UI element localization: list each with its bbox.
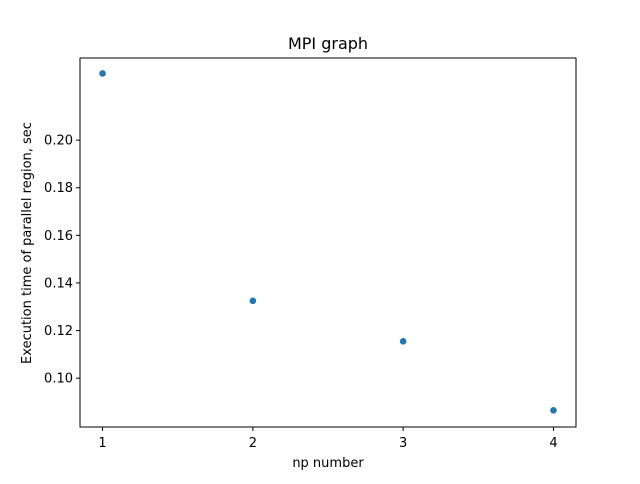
x-tick-label: 1 [98, 436, 106, 451]
y-tick-label: 0.12 [44, 324, 73, 339]
y-tick-label: 0.14 [44, 276, 73, 291]
x-tick-label: 3 [399, 436, 407, 451]
x-axis-ticks: 1 2 3 4 [98, 427, 558, 451]
data-point [99, 70, 106, 77]
y-tick-label: 0.16 [44, 229, 73, 244]
data-point [249, 297, 257, 305]
y-tick-label: 0.18 [44, 181, 73, 196]
data-point [550, 407, 557, 414]
y-axis-label: Execution time of parallel region, sec [20, 122, 35, 364]
data-point [399, 337, 407, 345]
x-axis-label: np number [292, 456, 364, 471]
x-tick-label: 2 [249, 436, 257, 451]
x-tick-label: 4 [549, 436, 557, 451]
plot-frame [79, 57, 577, 428]
y-tick-label: 0.20 [44, 134, 73, 149]
y-tick-label: 0.10 [44, 372, 73, 387]
y-axis-ticks: 0.10 0.12 0.14 0.16 0.18 0.20 [44, 134, 80, 387]
data-points [99, 70, 557, 414]
chart-title: MPI graph [288, 34, 368, 53]
